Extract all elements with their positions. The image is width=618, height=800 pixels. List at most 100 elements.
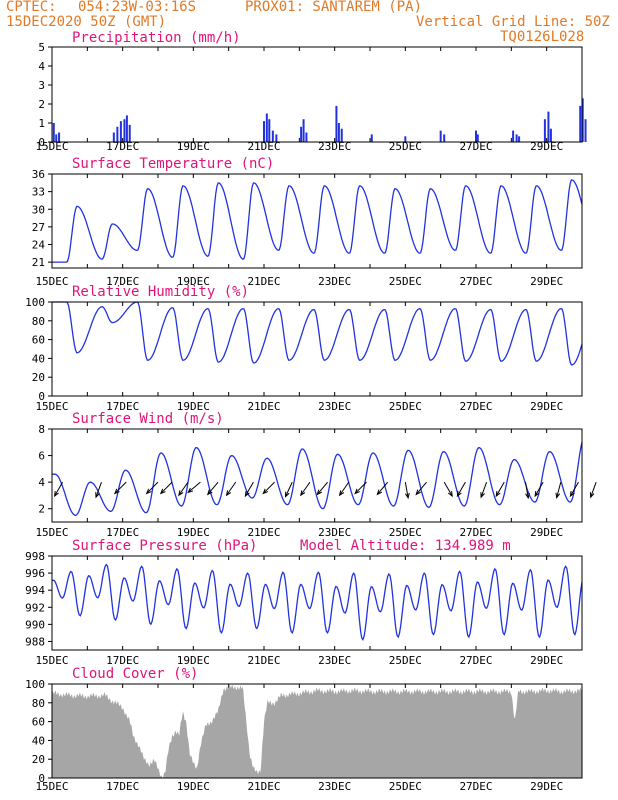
y-tick-label: 4: [38, 60, 45, 73]
y-tick-label: 0: [38, 390, 45, 403]
panel-title: Relative Humidity (%): [72, 284, 249, 300]
x-tick-label: 27DEC: [459, 780, 492, 793]
y-tick-label: 20: [32, 371, 45, 384]
x-tick-label: 25DEC: [389, 400, 422, 413]
wind-arrow: [480, 481, 488, 498]
x-tick-label: 21DEC: [247, 275, 280, 288]
x-tick-label: 23DEC: [318, 400, 351, 413]
y-tick-label: 990: [25, 618, 45, 631]
panel-1: Precipitation (mm/h) 0 1 2 3 4 5 15DEC 17DEC 19DE…: [35, 30, 587, 153]
wind-arrow: [443, 481, 453, 497]
x-tick-label: 21DEC: [247, 526, 280, 539]
y-tick-label: 3: [38, 79, 45, 92]
wind-arrow: [404, 482, 409, 498]
precip-bar: [335, 105, 338, 142]
wind-arrow: [456, 481, 466, 497]
y-tick-label: 988: [25, 635, 45, 648]
wind-arrow: [376, 481, 389, 495]
wind-arrow: [556, 482, 562, 498]
x-tick-label: 15DEC: [35, 780, 68, 793]
x-tick-label: 25DEC: [389, 654, 422, 667]
wind-arrow-head: [95, 492, 100, 499]
wind-arrow: [160, 481, 173, 494]
panel-6: Cloud Cover (%) 0 20 40 60 80 100 15DEC 17DEC 19D…: [25, 666, 583, 793]
y-tick-label: 8: [38, 423, 45, 436]
wind-arrow-head: [159, 488, 166, 495]
wind-arrow: [285, 481, 293, 497]
wind-arrow-head: [456, 490, 462, 498]
x-tick-label: 29DEC: [530, 140, 563, 153]
x-tick-label: 25DEC: [389, 140, 422, 153]
panel-title: Surface Temperature (nC): [72, 156, 274, 172]
x-tick-label: 21DEC: [247, 780, 280, 793]
header-date: 15DEC2020 50Z (GMT): [6, 14, 167, 30]
panel-5: Surface Pressure (hPa) Model Altitude: 13…: [25, 538, 583, 667]
y-tick-label: 33: [32, 186, 45, 199]
precip-bar: [112, 132, 115, 142]
y-tick-label: 994: [25, 584, 45, 597]
wind-arrow: [262, 481, 275, 494]
x-tick-label: 25DEC: [389, 526, 422, 539]
header-coords: 054:23W-03:16S: [78, 0, 197, 15]
x-tick-label: 19DEC: [177, 654, 210, 667]
wind-arrow: [495, 481, 505, 497]
y-tick-label: 1: [38, 117, 45, 130]
wind-arrow: [300, 481, 311, 496]
y-tick-label: 80: [32, 315, 45, 328]
series-line: [52, 563, 583, 641]
x-tick-label: 29DEC: [530, 780, 563, 793]
precip-bar: [300, 126, 303, 142]
wind-arrow-head: [555, 492, 561, 499]
wind-arrow-head: [187, 487, 194, 494]
precip-bar: [116, 126, 119, 142]
panel-2: Surface Temperature (nC) 21 24 27 30 33 36 15DE…: [32, 156, 583, 288]
wind-arrow-head: [404, 492, 410, 500]
panel-frame: [51, 173, 583, 269]
header-code: TQ0126L028: [500, 29, 585, 45]
wind-arrow-head: [447, 490, 453, 498]
y-tick-label: 21: [32, 256, 45, 269]
precip-bar: [128, 124, 131, 142]
wind-arrow: [590, 481, 597, 498]
precip-bar: [547, 111, 550, 142]
y-tick-label: 27: [32, 221, 45, 234]
x-tick-label: 17DEC: [106, 526, 139, 539]
wind-arrow-head: [300, 490, 306, 497]
wind-arrow-head: [495, 490, 501, 498]
wind-arrow: [178, 481, 189, 496]
x-tick-label: 23DEC: [318, 780, 351, 793]
precip-bar: [305, 132, 308, 142]
header-grid-line: Vertical Grid Line: 50Z: [416, 14, 610, 30]
y-tick-label: 80: [32, 697, 45, 710]
panel-title: Surface Pressure (hPa): [72, 538, 257, 554]
precip-bar: [337, 123, 340, 142]
wind-arrow: [534, 481, 544, 497]
x-tick-label: 23DEC: [318, 526, 351, 539]
x-tick-label: 15DEC: [35, 275, 68, 288]
wind-arrow: [114, 481, 127, 494]
wind-arrow-head: [206, 489, 213, 496]
series-line: [52, 441, 583, 517]
y-tick-label: 998: [25, 550, 45, 563]
wind-arrow-head: [534, 490, 540, 498]
panel-frame: [51, 555, 583, 651]
precip-bar: [370, 134, 373, 142]
precip-bar: [404, 136, 407, 142]
wind-arrow-head: [338, 490, 345, 497]
y-tick-label: 4: [38, 476, 45, 489]
panel-title: Cloud Cover (%): [72, 666, 198, 682]
x-tick-label: 19DEC: [177, 275, 210, 288]
precip-bar: [271, 130, 274, 142]
y-tick-label: 100: [25, 296, 45, 309]
precip-bar: [302, 119, 305, 142]
x-tick-label: 29DEC: [530, 654, 563, 667]
precip-bar: [263, 121, 265, 142]
precip-bar: [340, 128, 343, 142]
wind-arrow: [415, 481, 427, 495]
x-tick-label: 15DEC: [35, 526, 68, 539]
x-tick-label: 17DEC: [106, 654, 139, 667]
x-tick-label: 27DEC: [459, 400, 492, 413]
x-tick-label: 17DEC: [106, 780, 139, 793]
wind-arrow: [570, 481, 579, 497]
